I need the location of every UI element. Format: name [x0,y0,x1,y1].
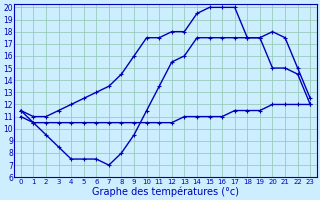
X-axis label: Graphe des températures (°c): Graphe des températures (°c) [92,186,239,197]
